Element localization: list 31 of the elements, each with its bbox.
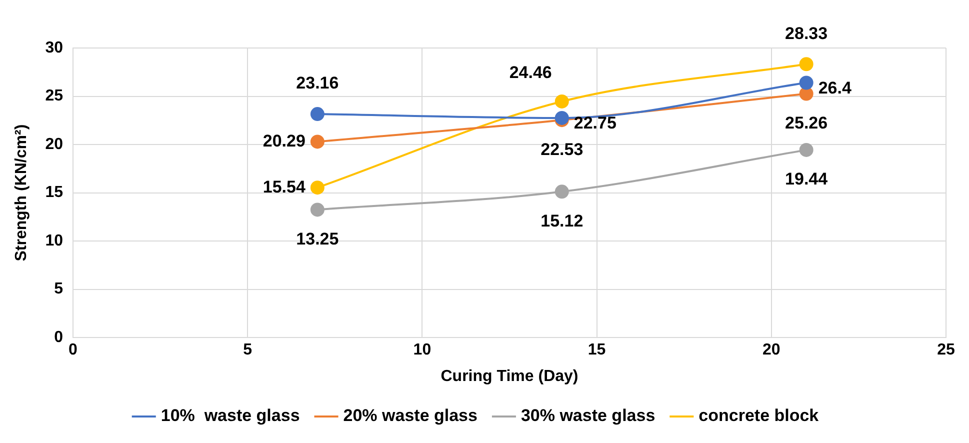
x-tick-label: 10 xyxy=(413,342,432,359)
legend-label: concrete block xyxy=(698,406,820,426)
y-tick-label: 25 xyxy=(45,88,64,105)
data-label: 23.16 xyxy=(296,74,339,93)
x-axis-title: Curing Time (Day) xyxy=(440,368,578,385)
data-label: 15.54 xyxy=(262,177,306,196)
data-label: 22.53 xyxy=(540,140,584,159)
y-tick-label: 20 xyxy=(45,136,64,153)
legend-label: 20% waste glass xyxy=(343,406,478,426)
x-tick-label: 5 xyxy=(243,342,252,359)
data-label: 13.25 xyxy=(296,229,339,248)
data-label: 20.29 xyxy=(262,131,306,150)
data-label: 26.4 xyxy=(818,78,852,98)
x-tick-label: 0 xyxy=(68,342,78,359)
y-tick-label: 30 xyxy=(45,39,64,56)
data-label: 24.46 xyxy=(509,63,552,82)
x-tick-label: 25 xyxy=(937,342,955,359)
y-tick-label: 0 xyxy=(54,329,64,346)
data-label: 22.75 xyxy=(574,114,616,133)
legend-label: 30% waste glass xyxy=(520,406,656,426)
y-axis-title: Strength (KN/cm²) xyxy=(13,124,30,262)
data-label: 19.44 xyxy=(785,170,828,189)
y-tick-label: 15 xyxy=(45,184,64,202)
data-label: 15.12 xyxy=(540,211,584,230)
data-label: 25.26 xyxy=(785,113,828,132)
legend-label: 10% waste glass xyxy=(160,406,300,426)
x-tick-label: 20 xyxy=(762,342,780,359)
y-tick-label: 10 xyxy=(45,232,64,250)
x-tick-label: 15 xyxy=(588,342,606,359)
data-label: 28.33 xyxy=(785,24,828,43)
y-tick-label: 5 xyxy=(54,280,64,298)
